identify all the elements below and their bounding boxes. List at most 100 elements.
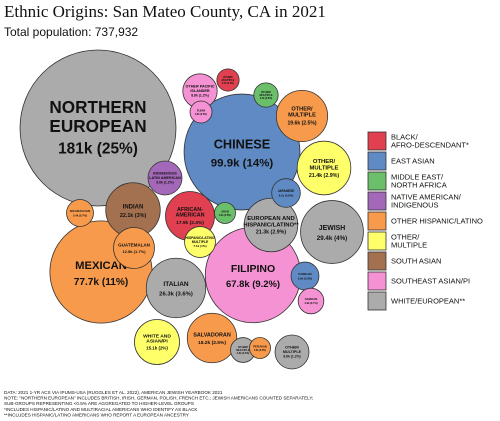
bubble: PERUVIAN 3.3k (0.5%) <box>249 337 271 359</box>
bubble-label: NICARAGUAN <box>70 209 90 213</box>
bubble: ITALIAN 26.3k (3.6%) <box>145 257 207 319</box>
bubble-circle <box>113 227 155 269</box>
bubble-value: 7.1k (1%) <box>193 244 206 248</box>
legend-label: SOUTHEAST ASIAN/PI <box>391 276 470 285</box>
bubble-value: 3.3k (0.5%) <box>254 350 266 352</box>
bubble-value: 67.8k (9.2%) <box>226 279 280 290</box>
bubble-label: OTHER PACIFIC ISLANDER <box>185 85 214 93</box>
bubble-value: 18.2k (2.5%) <box>198 340 226 346</box>
bubble-label: PERUVIAN <box>253 344 267 348</box>
legend-label: EAST ASIAN <box>391 156 435 165</box>
bubble-circle <box>296 140 352 196</box>
bubble-value: 6.1k (0.8%) <box>279 194 294 198</box>
legend-swatch <box>367 231 387 251</box>
bubble-circle <box>66 199 94 227</box>
bubble-value: 21.4k (2.9%) <box>309 173 340 179</box>
bubble-label: MEXICAN <box>75 260 127 272</box>
bubble-label: OTHER/MULTIPLE <box>310 159 339 171</box>
bubble-value: 8.6k (1.2%) <box>156 181 173 185</box>
bubble-value: 4.9k (0.7%) <box>304 302 317 305</box>
bubble: EUROPEAN AND HISPANIC/LATINO** 21.3k (2.9%… <box>243 197 299 253</box>
bubble-label: INDIAN <box>123 204 144 210</box>
legend-label: MIDDLE EAST/NORTH AFRICA <box>391 172 447 189</box>
bubble-circle <box>275 89 329 143</box>
note: SUB-GROUPS REPRESENTING <0.5% ARE AGGREG… <box>4 401 194 406</box>
bubble-circle <box>186 312 238 364</box>
bubbles: NORTHERN EUROPEAN 181k (25%) CHINESE 99.9k (… <box>19 49 364 370</box>
chart-subtitle: Total population: 737,932 <box>4 25 138 39</box>
bubble-value: 99.9k (14%) <box>211 158 274 170</box>
bubble-value: 3.3k (0.5%) <box>219 215 231 217</box>
legend-label: WHITE/EUROPEAN** <box>391 296 465 305</box>
bubble-label: OTHER/MULTIPLE <box>222 75 235 82</box>
legend-label: SOUTH ASIAN <box>391 256 441 265</box>
note: DATA: 2021 1-YR ACS VIA IPUMS-USA (RUGGL… <box>4 390 223 395</box>
note: *INCLUDES HISPANIC/LATINO AND MULTIRACIA… <box>4 407 198 412</box>
bubble-label: SAMOAN <box>305 297 318 301</box>
bubble: NORTHERN EUROPEAN 181k (25%) <box>19 49 177 207</box>
bubble-value: 19.6k (2.5%) <box>287 120 316 126</box>
bubble: JEWISH 29.4k (4%) <box>300 200 364 264</box>
bubble-circle <box>249 337 271 359</box>
bubble-value: 77.7k (11%) <box>74 277 129 288</box>
bubble-label: NORTHERN EUROPEAN <box>49 97 146 136</box>
legend-label: BLACK/AFRO-DESCENDANT* <box>391 132 469 149</box>
bubble-label: JAPANESE <box>278 189 295 193</box>
bubble-label: OTHER/MULTIPLE <box>283 346 302 354</box>
bubble: FIJIAN 3.6k (0.5%) <box>189 100 213 124</box>
bubble-value: 15.1k (2%) <box>146 345 168 350</box>
bubble-circle <box>19 49 177 207</box>
note: **INCLUDES HISPANIC/LATINO AMERICANS WHO… <box>4 412 189 417</box>
bubble-value: 5.4k (0.7%) <box>73 213 87 217</box>
bubble-label: ARAB <box>221 209 229 213</box>
bubble-label: GUATEMALAN <box>118 243 150 248</box>
bubble-circle <box>214 202 236 224</box>
bubble-label: INDIGENOUS LATIN AMERICAN <box>149 172 181 180</box>
bubble-value: 26.3k (3.6%) <box>159 291 193 297</box>
bubble-label: HISPANIC/LATINO MULTIPLE <box>185 236 214 244</box>
bubble-circle <box>253 82 279 108</box>
bubble-value: 29.4k (4%) <box>317 235 347 242</box>
bubble-value: 5.8k (0.8%) <box>298 276 312 280</box>
bubble-circle <box>147 160 183 196</box>
bubble-label: AFRICAN-AMERICAN <box>176 207 205 219</box>
bubble-label: JEWISH <box>319 225 345 232</box>
bubble-circle <box>243 197 299 253</box>
bubble-label: FILIPINO <box>231 263 275 275</box>
bubble-circle <box>189 100 213 124</box>
legend-label: OTHER/MULTIPLE <box>391 232 427 249</box>
legend-swatch <box>367 291 387 311</box>
bubble-circle <box>271 178 301 208</box>
bubble-label: OTHER/MULTIPLE <box>288 107 316 119</box>
bubble-label: KOREAN <box>298 272 311 276</box>
bubble-value: 181k (25%) <box>58 141 138 158</box>
bubble-label: CHINESE <box>214 136 271 151</box>
bubble-value: 22.1k (3%) <box>120 213 147 219</box>
legend-swatch <box>367 171 387 191</box>
bubble-value: 4.6k (0.6%) <box>237 352 250 355</box>
bubble: CHINESE 99.9k (14%) <box>183 93 301 211</box>
bubble-value: 12.5k (1.7%) <box>122 249 146 254</box>
bubble-label: OTHER/MULTIPLE <box>236 345 250 352</box>
bubble-label: FIJIAN <box>197 108 205 112</box>
bubble-value: 3.6k (0.5%) <box>195 114 207 116</box>
legend: BLACK/AFRO-DESCENDANT* EAST ASIAN MIDDLE E… <box>367 131 483 311</box>
bubble-circle <box>184 226 216 258</box>
bubble-value: 21.3k (2.9%) <box>256 230 286 236</box>
legend-swatch <box>367 271 387 291</box>
bubble-label: SALVADORAN <box>193 332 231 338</box>
bubble-value: 8.8k (1.2%) <box>191 94 209 98</box>
legend-swatch <box>367 151 387 171</box>
legend-label: NATIVE AMERICAN/INDIGENOUS <box>391 192 462 209</box>
bubble: OTHER/MULTIPLE 21.4k (2.9%) <box>296 140 352 196</box>
